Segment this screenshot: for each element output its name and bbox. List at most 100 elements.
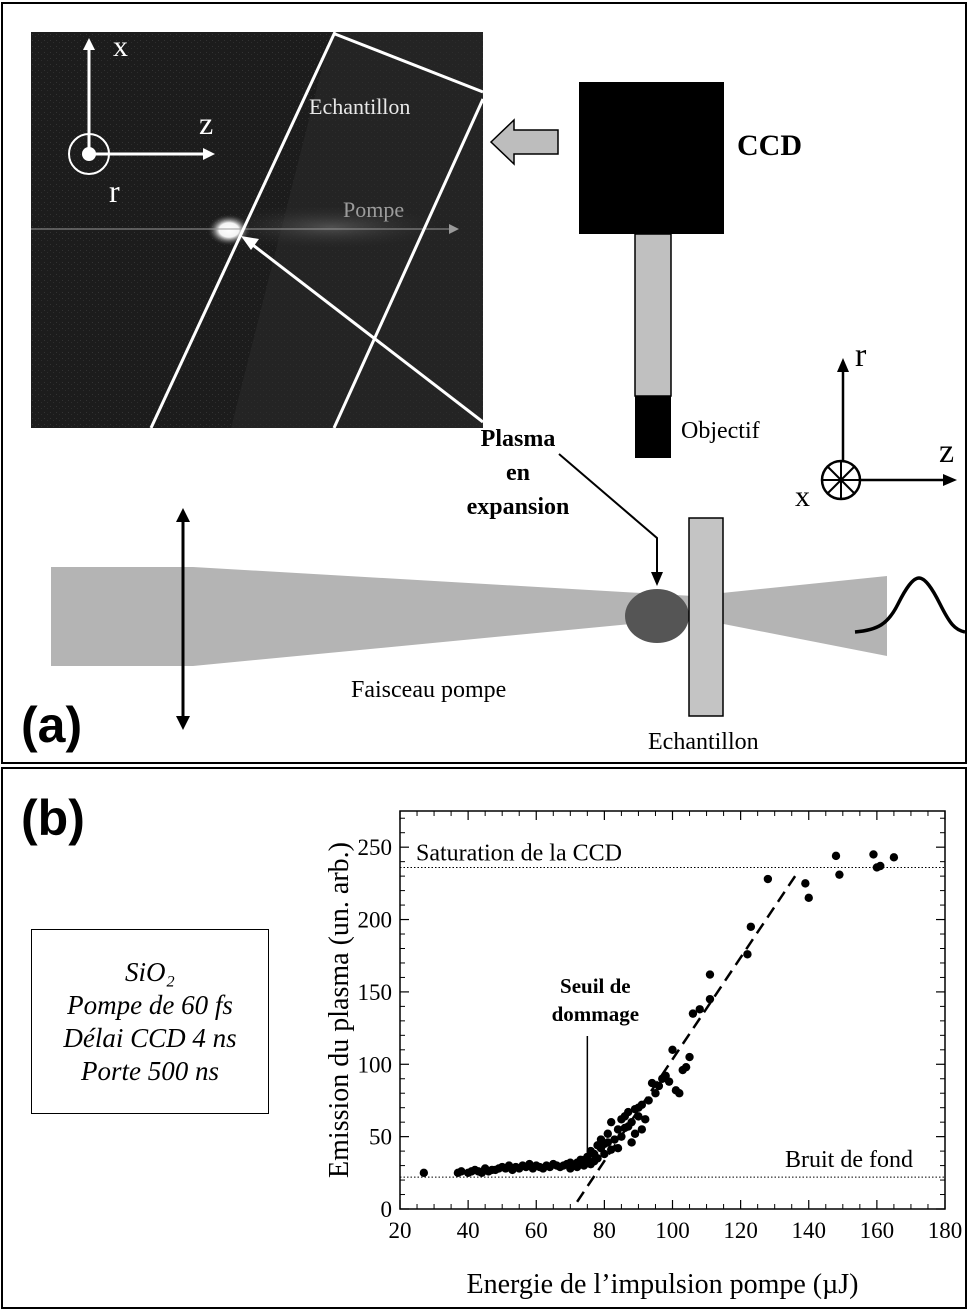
plasma-photo-overlay: x z r Echantillon Pompe xyxy=(31,32,483,428)
sample-edge-top xyxy=(334,32,483,94)
panel-a-schematic: x z r Echantillon Pompe CCD Objectif r z… xyxy=(1,2,967,764)
x-tick-label: 60 xyxy=(525,1218,548,1243)
data-point xyxy=(637,1125,647,1134)
panel-a-label: (a) xyxy=(21,697,83,753)
beam-label: Faisceau pompe xyxy=(351,677,506,703)
data-point xyxy=(603,1138,612,1147)
y-tick-label: 100 xyxy=(358,1052,393,1077)
emission-chart: 20 40 60 80 100 120 140 160 180 0 50 100 150 200 250 En… xyxy=(324,810,962,1300)
x-axis-label: x xyxy=(795,480,810,513)
sample-edge-back xyxy=(332,98,483,428)
objective-label: Objectif xyxy=(681,418,760,444)
data-point xyxy=(675,1089,684,1098)
panel-b-chart: (b) SiO₂ Pompe de 60 fs Délai CCD 4 ns P… xyxy=(1,767,967,1309)
photo-r-circle-icon xyxy=(68,133,110,175)
data-point xyxy=(593,1154,602,1163)
x-tick-label: 100 xyxy=(655,1218,690,1243)
data-point xyxy=(419,1168,429,1178)
ccd-label: CCD xyxy=(737,129,802,162)
data-point xyxy=(613,1144,623,1153)
data-point xyxy=(606,1145,616,1154)
chart-points xyxy=(419,850,899,1178)
chart-annotation: Seuil de dommage xyxy=(552,974,640,1168)
x-tick-label: 160 xyxy=(860,1218,895,1243)
damage-threshold-label-line2: dommage xyxy=(552,1002,640,1026)
data-point xyxy=(681,1062,691,1072)
info-gate: Porte 500 ns xyxy=(81,1055,219,1086)
data-point xyxy=(644,1096,653,1105)
data-point xyxy=(627,1138,636,1147)
data-point xyxy=(869,850,878,859)
data-point xyxy=(695,1005,704,1014)
y-tick-label: 0 xyxy=(381,1197,393,1222)
lens-arrow-bottom-icon xyxy=(176,716,190,730)
data-point xyxy=(634,1112,643,1121)
z-axis-label: z xyxy=(939,433,954,470)
sample-edge-front xyxy=(149,32,337,428)
gaussian-pulse-icon xyxy=(854,576,965,634)
x-tick-label: 20 xyxy=(389,1218,412,1243)
plasma-label-line2: en xyxy=(506,460,530,486)
info-delay: Délai CCD 4 ns xyxy=(63,1022,237,1053)
data-point xyxy=(876,861,885,871)
data-point xyxy=(641,1115,650,1124)
data-point xyxy=(630,1129,640,1138)
y-axis-title: Emission du plasma (un. arb.) xyxy=(324,842,355,1178)
experiment-info-box: SiO₂ Pompe de 60 fs Délai CCD 4 ns Porte… xyxy=(31,929,269,1114)
y-tick-label: 50 xyxy=(369,1125,392,1150)
chart-axes: 20 40 60 80 100 120 140 160 180 0 50 100 150 200 250 En… xyxy=(324,810,962,1300)
ccd-camera xyxy=(579,82,724,234)
view-direction-arrow-icon xyxy=(489,118,559,166)
objective-lens xyxy=(635,396,671,458)
r-axis-label: r xyxy=(855,337,867,374)
data-point xyxy=(668,1045,677,1054)
data-point xyxy=(801,879,810,888)
photo-x-label: x xyxy=(113,32,128,63)
photo-z-arrowhead xyxy=(203,148,215,160)
data-point xyxy=(647,1078,657,1088)
data-point xyxy=(743,950,752,959)
photo-sample-label: Echantillon xyxy=(309,94,410,119)
data-point xyxy=(624,1107,633,1117)
plasma-label-line1: Plasma xyxy=(481,426,556,452)
lens-arrow-top-icon xyxy=(176,508,190,522)
damage-threshold-label-line1: Seuil de xyxy=(560,974,631,998)
sample-label: Echantillon xyxy=(648,729,759,755)
data-point xyxy=(746,922,756,931)
plasma-photo: x z r Echantillon Pompe xyxy=(31,32,483,428)
data-point xyxy=(613,1125,623,1134)
pump-arrowhead xyxy=(449,224,459,234)
data-point xyxy=(804,893,813,903)
data-point xyxy=(705,994,715,1004)
x-tick-label: 120 xyxy=(723,1218,758,1243)
pump-beam-exit xyxy=(693,576,887,656)
photo-r-dot-icon xyxy=(82,147,96,161)
plume-haze xyxy=(201,202,461,252)
info-material: SiO₂ xyxy=(125,956,175,989)
expanding-plasma xyxy=(625,589,689,643)
data-point xyxy=(627,1117,636,1127)
data-point xyxy=(664,1077,674,1086)
data-point xyxy=(835,870,844,879)
data-point xyxy=(889,853,899,862)
saturation-label: Saturation de la CCD xyxy=(416,840,622,866)
chart-reference-lines: Saturation de la CCD Bruit de fond xyxy=(400,840,945,1203)
x-tick-label: 40 xyxy=(457,1218,480,1243)
x-tick-label: 80 xyxy=(593,1218,616,1243)
data-point xyxy=(651,1089,660,1098)
data-point xyxy=(617,1132,626,1141)
pump-beam xyxy=(51,567,693,666)
sample-slab xyxy=(688,517,724,717)
data-point xyxy=(457,1167,466,1176)
panel-b-label: (b) xyxy=(21,790,85,846)
photo-x-arrowhead xyxy=(83,38,95,50)
plasma-pointer-arrowhead xyxy=(651,572,663,586)
x-tick-label: 140 xyxy=(792,1218,827,1243)
y-tick-label: 150 xyxy=(358,980,393,1005)
data-point xyxy=(688,1009,698,1018)
data-point xyxy=(603,1129,612,1138)
photo-pump-label: Pompe xyxy=(343,197,404,222)
damage-threshold-arrowhead xyxy=(582,1155,593,1168)
data-point xyxy=(600,1149,609,1159)
background-noise-label: Bruit de fond xyxy=(785,1147,913,1173)
